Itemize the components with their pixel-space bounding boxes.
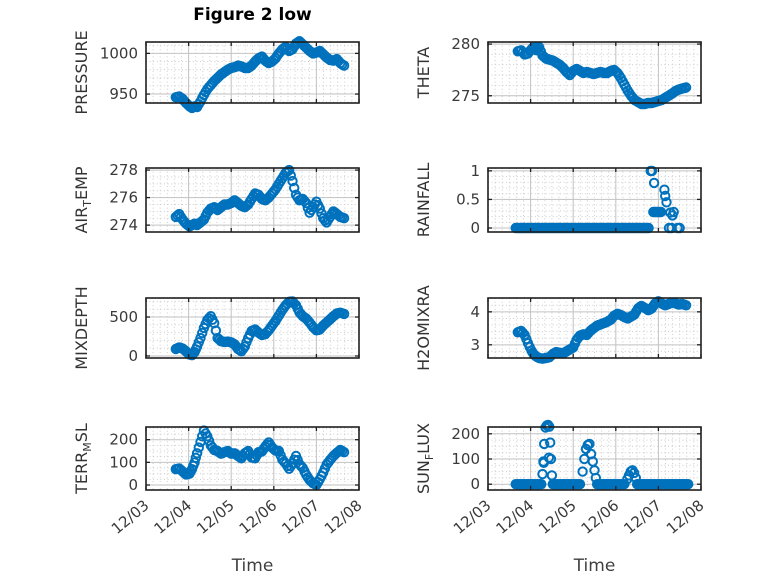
svg-text:1000: 1000 xyxy=(100,44,138,62)
svg-text:12/05: 12/05 xyxy=(193,496,238,538)
subplot-terr-msl: 0 100 200 TERRMSL 12/0312/0412/0512/0612/071… xyxy=(72,423,366,538)
svg-text:950: 950 xyxy=(109,85,138,103)
y-tick-labels: 274 276 278 xyxy=(109,161,138,234)
svg-text:275: 275 xyxy=(451,87,480,105)
y-axis-label: RAINFALL xyxy=(414,163,433,238)
x-axis-label-left: Time xyxy=(231,556,274,576)
y-axis-label: TERRMSL xyxy=(72,423,94,495)
svg-text:0: 0 xyxy=(128,347,138,365)
y-tick-labels: 950 1000 xyxy=(100,44,138,103)
subplot-mixdepth: 0 500 MIXDEPTH xyxy=(72,286,360,370)
svg-text:12/08: 12/08 xyxy=(321,496,366,538)
svg-text:12/04: 12/04 xyxy=(150,496,195,538)
svg-text:100: 100 xyxy=(451,450,480,468)
y-axis-label: H2OMIXRA xyxy=(414,285,433,371)
y-tick-labels: 0 500 xyxy=(109,308,138,365)
y-tick-labels: 0 100 200 xyxy=(109,431,138,494)
tick-marks xyxy=(487,427,702,490)
svg-text:12/06: 12/06 xyxy=(578,496,623,538)
data-markers xyxy=(170,425,350,491)
svg-text:0: 0 xyxy=(470,475,480,493)
svg-text:274: 274 xyxy=(109,216,138,234)
y-tick-labels: 275 280 xyxy=(451,35,480,105)
y-axis-label: THETA xyxy=(414,47,433,99)
y-tick-labels: 0 100 200 xyxy=(451,425,480,493)
svg-text:12/03: 12/03 xyxy=(450,496,495,538)
tick-marks xyxy=(145,42,360,103)
axes-box xyxy=(145,297,360,359)
axes-box xyxy=(145,167,360,233)
y-tick-labels: 00.51 xyxy=(456,162,480,237)
svg-text:12/06: 12/06 xyxy=(236,496,281,538)
data-markers xyxy=(170,164,350,232)
svg-text:200: 200 xyxy=(451,425,480,443)
svg-text:0: 0 xyxy=(128,476,138,494)
svg-text:12/03: 12/03 xyxy=(108,496,153,538)
svg-text:12/05: 12/05 xyxy=(535,496,580,538)
tick-marks xyxy=(145,168,360,232)
svg-text:276: 276 xyxy=(109,189,138,207)
tick-marks xyxy=(145,298,360,358)
svg-text:3: 3 xyxy=(470,336,480,354)
svg-text:200: 200 xyxy=(109,431,138,449)
major-grid xyxy=(146,42,359,103)
tick-marks xyxy=(487,298,702,358)
subplot-sun-flux: 0 100 200 SUNFLUX 12/0312/0412/0512/0612/071… xyxy=(414,419,708,538)
x-axis-label-right: Time xyxy=(573,556,616,576)
y-tick-labels: 34 xyxy=(470,303,480,354)
svg-text:280: 280 xyxy=(451,35,480,53)
axes-box xyxy=(145,426,360,491)
tick-marks xyxy=(487,42,702,103)
subplot-theta: 275 280 THETA xyxy=(414,35,702,110)
y-axis-label: MIXDEPTH xyxy=(72,286,91,369)
tick-marks xyxy=(487,168,702,232)
data-markers xyxy=(512,42,692,110)
svg-text:12/07: 12/07 xyxy=(278,496,323,538)
svg-text:500: 500 xyxy=(109,308,138,326)
figure-title: Figure 2 low xyxy=(193,5,312,25)
axes-box xyxy=(487,297,702,359)
y-axis-label: PRESSURE xyxy=(72,30,91,114)
y-axis-label: AIRTEMP xyxy=(72,166,94,233)
y-axis-label: SUNFLUX xyxy=(414,423,436,494)
data-markers xyxy=(510,419,694,490)
tick-marks xyxy=(145,427,360,490)
svg-text:12/08: 12/08 xyxy=(663,496,708,538)
svg-text:0.5: 0.5 xyxy=(456,190,480,208)
svg-text:4: 4 xyxy=(470,303,480,321)
data-markers xyxy=(512,296,692,364)
svg-text:278: 278 xyxy=(109,161,138,179)
svg-text:100: 100 xyxy=(109,453,138,471)
subplot-air-temp: 274 276 278 AIRTEMP xyxy=(72,161,360,234)
data-markers xyxy=(170,296,350,361)
axes-box xyxy=(487,41,702,104)
svg-text:1: 1 xyxy=(470,162,480,180)
svg-text:12/07: 12/07 xyxy=(620,496,665,538)
svg-text:12/04: 12/04 xyxy=(492,496,537,538)
svg-text:0: 0 xyxy=(470,219,480,237)
axes-box xyxy=(145,41,360,104)
subplot-pressure: 950 1000 PRESSURE xyxy=(72,30,360,115)
